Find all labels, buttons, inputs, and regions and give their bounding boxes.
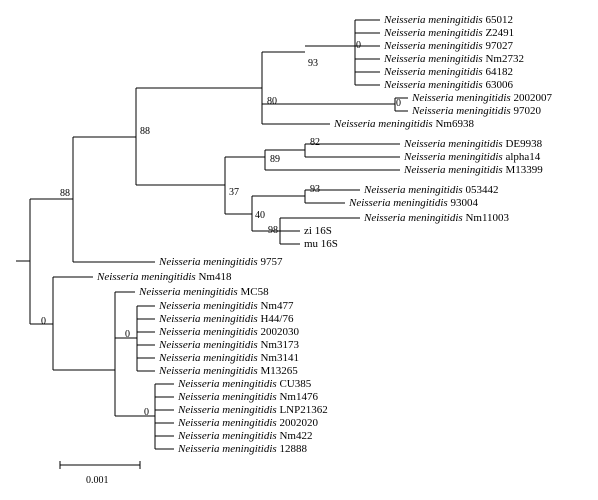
taxon-nm-2002020: Neisseria meningitidis 2002020 <box>178 418 318 429</box>
scale-bar-label: 0.001 <box>86 476 109 486</box>
taxon-nm-65012: Neisseria meningitidis 65012 <box>384 15 513 26</box>
taxon-nm-m13399: Neisseria meningitidis M13399 <box>404 165 543 176</box>
taxon-nm-mc58: Neisseria meningitidis MC58 <box>139 287 269 298</box>
taxon-nm-alpha14: Neisseria meningitidis alpha14 <box>404 152 540 163</box>
taxon-nm-lnp21362: Neisseria meningitidis LNP21362 <box>178 405 328 416</box>
support-n-0: 0 <box>41 317 46 327</box>
taxon-nm-12888: Neisseria meningitidis 12888 <box>178 444 307 455</box>
taxon-nm-z2491: Neisseria meningitidis Z2491 <box>384 28 514 39</box>
taxon-nm-2002007: Neisseria meningitidis 2002007 <box>412 93 552 104</box>
support-n-89: 89 <box>270 155 280 165</box>
taxon-nm-m13265: Neisseria meningitidis M13265 <box>159 366 298 377</box>
taxon-nm-63006: Neisseria meningitidis 63006 <box>384 80 513 91</box>
taxon-nm-de9938: Neisseria meningitidis DE9938 <box>404 139 542 150</box>
support-n-82: 82 <box>310 138 320 148</box>
taxon-nm-nm477: Neisseria meningitidis Nm477 <box>159 301 293 312</box>
support-n-pair97020: 0 <box>396 99 401 109</box>
taxon-nm-2002030: Neisseria meningitidis 2002030 <box>159 327 299 338</box>
taxon-mu-16s: mu 16S <box>304 239 338 250</box>
support-n-88a: 88 <box>140 127 150 137</box>
taxon-nm-64182: Neisseria meningitidis 64182 <box>384 67 513 78</box>
taxon-nm-053442: Neisseria meningitidis 053442 <box>364 185 498 196</box>
taxon-nm-97020: Neisseria meningitidis 97020 <box>412 106 541 117</box>
taxon-nm-9757: Neisseria meningitidis 9757 <box>159 257 282 268</box>
support-n-98: 98 <box>268 226 278 236</box>
support-n-93b: 93 <box>310 185 320 195</box>
support-n-40: 40 <box>255 211 265 221</box>
taxon-nm-nm422: Neisseria meningitidis Nm422 <box>178 431 312 442</box>
taxon-nm-nm418: Neisseria meningitidis Nm418 <box>97 272 231 283</box>
taxon-nm-cu385: Neisseria meningitidis CU385 <box>178 379 311 390</box>
support-n-88: 88 <box>60 189 70 199</box>
support-n-top6: 0 <box>356 41 361 51</box>
support-n-polytomy1: 0 <box>125 330 130 340</box>
taxon-nm-h4476: Neisseria meningitidis H44/76 <box>159 314 293 325</box>
taxon-nm-93004: Neisseria meningitidis 93004 <box>349 198 478 209</box>
taxon-nm-nm11003: Neisseria meningitidis Nm11003 <box>364 213 509 224</box>
support-n-polytomy2: 0 <box>144 408 149 418</box>
support-n-93: 93 <box>308 59 318 69</box>
taxon-nm-nm2732: Neisseria meningitidis Nm2732 <box>384 54 524 65</box>
support-n-80: 80 <box>267 97 277 107</box>
taxon-nm-nm3173: Neisseria meningitidis Nm3173 <box>159 340 299 351</box>
taxon-nm-nm3141: Neisseria meningitidis Nm3141 <box>159 353 299 364</box>
taxon-nm-nm6938: Neisseria meningitidis Nm6938 <box>334 119 474 130</box>
taxon-nm-97027: Neisseria meningitidis 97027 <box>384 41 513 52</box>
taxon-nm-nm1476: Neisseria meningitidis Nm1476 <box>178 392 318 403</box>
support-n-37: 37 <box>229 188 239 198</box>
taxon-zi-16s: zi 16S <box>304 226 332 237</box>
